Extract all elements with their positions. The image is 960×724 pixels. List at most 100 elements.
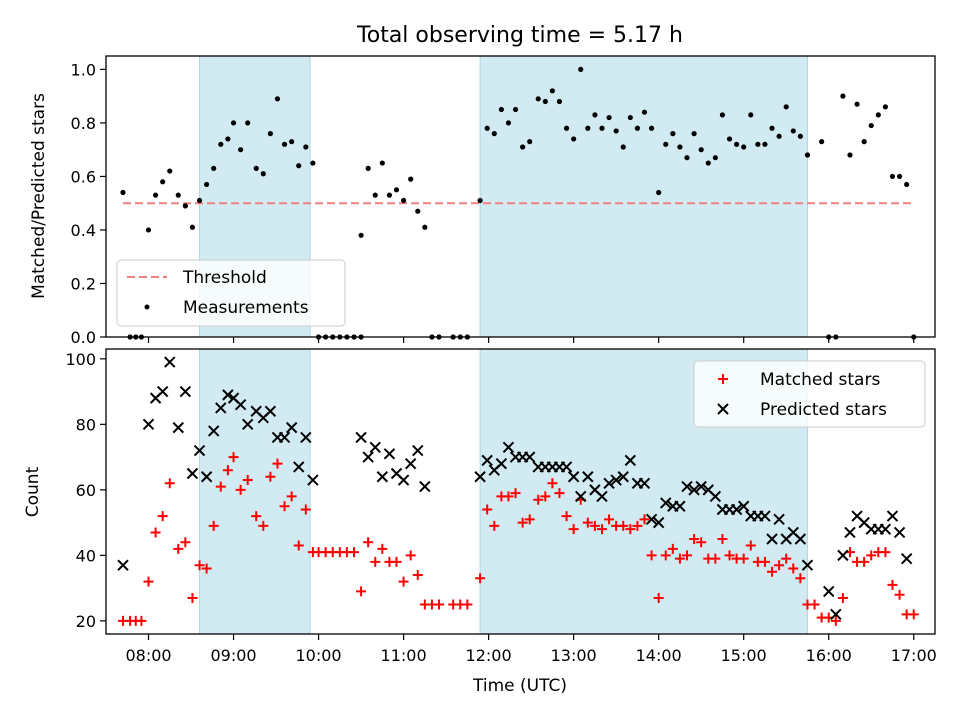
measurement-point: [641, 109, 648, 115]
measurement-point: [755, 141, 761, 147]
measurement-point: [310, 160, 316, 166]
matched-star-point: [667, 543, 678, 554]
matched-star-point: [880, 547, 891, 558]
y-tick-label: 40: [76, 546, 96, 565]
predicted-star-point: [766, 533, 778, 545]
predicted-star-point: [117, 559, 129, 571]
matched-star-point: [187, 592, 198, 603]
predicted-star-point: [293, 461, 305, 473]
matched-star-point: [434, 599, 445, 610]
measurement-point: [578, 66, 584, 72]
predicted-star-point: [575, 490, 587, 503]
measurement-point: [613, 128, 619, 134]
matched-star-point: [568, 524, 579, 535]
predicted-star-point: [172, 421, 184, 434]
measurement-point: [260, 171, 266, 177]
x-tick-label: 16:00: [806, 646, 852, 665]
measurement-point: [218, 141, 224, 147]
matched-star-point: [356, 586, 367, 597]
matched-star-point: [738, 553, 749, 564]
measurement-point: [663, 141, 669, 147]
legend-threshold-label: Threshold: [182, 268, 267, 288]
y-tick-label: 0.6: [71, 167, 96, 186]
matched-star-point: [710, 553, 721, 564]
measurement-point: [281, 141, 288, 147]
predicted-star-point: [603, 477, 615, 490]
predicted-star-point: [610, 474, 622, 486]
matched-star-point: [540, 491, 551, 502]
predicted-star-point: [419, 480, 431, 493]
legend-matched-label: Matched stars: [760, 370, 880, 390]
predicted-star-point: [193, 444, 206, 457]
predicted-star-point: [737, 500, 750, 512]
predicted-star-point: [222, 389, 234, 401]
measurement-point: [726, 136, 733, 142]
measurement-point: [120, 189, 126, 196]
measurement-point: [861, 139, 867, 145]
measurement-point: [253, 165, 259, 171]
legend-predicted-label: Predicted stars: [760, 400, 887, 420]
x-tick-label: 14:00: [636, 646, 682, 665]
matched-star-point: [475, 573, 486, 584]
measurement-point: [477, 197, 483, 204]
measurement-point: [204, 181, 210, 188]
matched-star-point: [363, 537, 374, 548]
matched-star-point: [208, 520, 219, 531]
matched-star-point: [143, 576, 154, 587]
x-tick-label: 10:00: [296, 646, 342, 665]
measurement-point: [854, 101, 860, 107]
matched-star-point: [398, 576, 409, 587]
predicted-star-point: [582, 471, 594, 483]
measurement-point: [712, 155, 718, 161]
top-ylabel: Matched/Predicted stars: [29, 93, 49, 299]
predicted-star-point: [474, 471, 486, 483]
measurement-point: [182, 203, 188, 209]
measurement-point: [875, 112, 881, 118]
y-tick-label: 100: [65, 350, 96, 369]
matched-star-point: [639, 514, 650, 525]
measurement-point: [840, 93, 846, 99]
measurement-point: [189, 224, 196, 230]
matched-star-point: [412, 570, 423, 581]
measurement-point: [804, 152, 811, 158]
x-tick-label: 09:00: [210, 646, 256, 665]
predicted-star-point: [886, 510, 899, 522]
matched-star-point: [377, 543, 388, 554]
predicted-star-point: [404, 457, 417, 470]
matched-star-point: [462, 599, 473, 610]
measurement-point: [819, 139, 825, 145]
predicted-star-point: [596, 490, 608, 503]
matched-star-point: [157, 511, 168, 522]
top-axes-frame: [105, 55, 936, 338]
measurement-point: [556, 98, 563, 105]
measurement-point: [512, 106, 519, 113]
matched-star-point: [689, 534, 700, 544]
measurement-point: [296, 163, 302, 169]
measurement-point: [365, 165, 371, 171]
matched-star-point: [866, 550, 877, 561]
matched-star-point: [774, 560, 785, 571]
measurement-point: [303, 144, 309, 150]
measurement-point: [592, 112, 598, 118]
matched-star-point: [653, 592, 664, 603]
predicted-star-point: [617, 471, 629, 483]
matched-star-point: [795, 573, 806, 584]
measurement-point: [889, 173, 896, 180]
predicted-star-point: [624, 454, 637, 467]
measurement-point: [904, 181, 910, 188]
top-legend: Threshold Measurements: [116, 259, 346, 327]
matched-star-point: [215, 481, 226, 492]
measurement-point: [585, 125, 591, 131]
measurement-point: [379, 160, 385, 166]
measurement-point: [684, 155, 690, 161]
matched-star-point: [894, 589, 905, 600]
bottom-axes-frame: [105, 348, 936, 635]
matched-star-point: [251, 511, 262, 522]
measurement-point: [542, 98, 548, 105]
predicted-star-point: [495, 457, 508, 470]
y-tick-label: 0.8: [71, 114, 96, 133]
matched-star-point: [859, 556, 870, 567]
bottom-panel: 20 40 60 80 100 08:00 09:00 10:00 11:00 12:00 13:…: [23, 348, 937, 696]
measurement-point: [505, 120, 512, 126]
